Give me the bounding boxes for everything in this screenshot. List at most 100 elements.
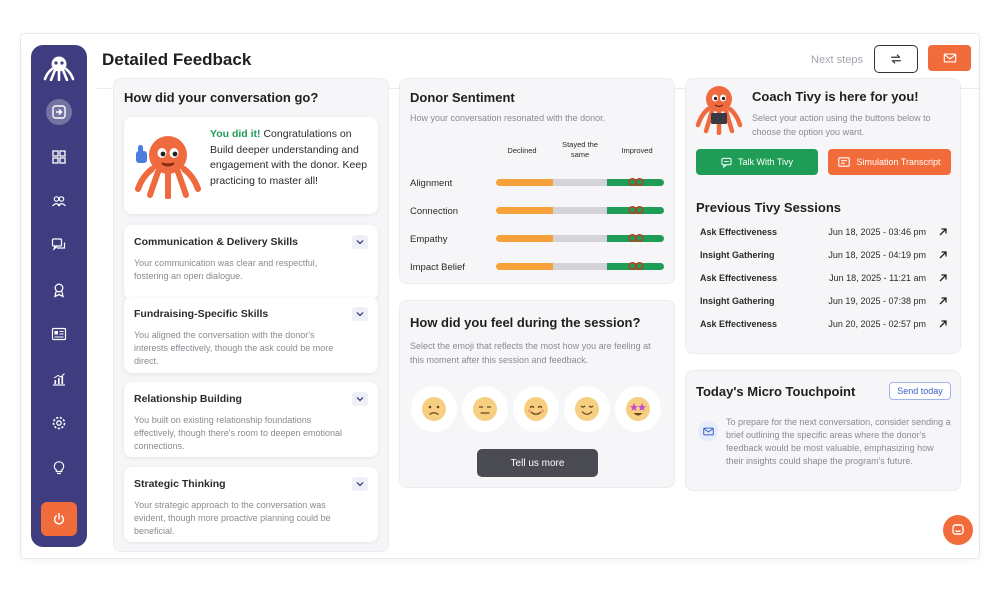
emoji-content[interactable]	[564, 386, 610, 432]
session-name: Ask Effectiveness	[700, 319, 778, 329]
exit-icon	[52, 105, 66, 119]
session-name: Insight Gathering	[700, 296, 775, 306]
session-date: Jun 20, 2025 - 02:57 pm	[828, 319, 926, 329]
mail-button[interactable]	[928, 45, 971, 71]
logout-button[interactable]	[41, 502, 77, 536]
arrow-up-right-icon[interactable]	[938, 273, 948, 283]
chart-icon	[53, 373, 65, 386]
arrow-up-right-icon[interactable]	[938, 319, 948, 329]
skill-title: Fundraising-Specific Skills	[134, 308, 269, 320]
congrats-highlight: You did it!	[210, 128, 261, 140]
session-date: Jun 18, 2025 - 04:19 pm	[828, 250, 926, 260]
sidebar-item-profile[interactable]	[46, 321, 72, 347]
conversation-title: How did your conversation go?	[124, 90, 319, 105]
sentiment-subtitle: How your conversation resonated with the…	[410, 113, 606, 123]
chevron-down-icon	[356, 397, 364, 402]
sentiment-label: Connection	[410, 206, 459, 217]
micro-title: Today's Micro Touchpoint	[696, 384, 856, 399]
skill-description: Your communication was clear and respect…	[134, 258, 318, 281]
next-steps-label[interactable]: Next steps	[811, 54, 863, 66]
sidebar-item-analytics[interactable]	[46, 366, 72, 392]
skill-description: You built on existing relationship found…	[134, 415, 343, 451]
skill-title: Relationship Building	[134, 393, 242, 405]
coach-panel: Coach Tivy is here for you! Select your …	[685, 78, 961, 354]
skill-card[interactable]: Fundraising-Specific Skills You aligned …	[124, 297, 378, 373]
column-declined: Declined	[507, 146, 537, 155]
emoji-star-eyes[interactable]	[615, 386, 661, 432]
support-chat-button[interactable]	[943, 515, 973, 545]
session-row[interactable]: Insight Gathering Jun 19, 2025 - 07:38 p…	[700, 296, 950, 310]
micro-touchpoint-panel: Today's Micro Touchpoint Send today To p…	[685, 370, 961, 491]
sidebar-item-awards[interactable]	[46, 277, 72, 303]
arrow-up-right-icon[interactable]	[938, 296, 948, 306]
transcript-icon	[838, 157, 851, 167]
session-row[interactable]: Ask Effectiveness Jun 18, 2025 - 11:21 a…	[700, 273, 950, 287]
skill-description: Your strategic approach to the conversat…	[134, 500, 331, 536]
octopus-mascot-icon	[135, 136, 201, 199]
app-window: Detailed Feedback Next steps How did you…	[21, 34, 979, 558]
sidebar-item-chat[interactable]	[46, 232, 72, 258]
sentiment-title: Donor Sentiment	[410, 90, 515, 105]
chevron-down-icon	[356, 240, 364, 245]
congrats-card: You did it! Congratulations on Build dee…	[124, 117, 378, 214]
expand-button[interactable]	[352, 235, 368, 249]
tell-us-more-button[interactable]: Tell us more	[477, 449, 598, 477]
emoji-sad[interactable]	[411, 386, 457, 432]
sidebar-item-tips[interactable]	[46, 455, 72, 481]
chat-icon	[51, 238, 66, 251]
chat-bubble-icon	[952, 524, 964, 535]
glasses-marker-icon	[628, 262, 644, 270]
coach-title: Coach Tivy is here for you!	[752, 89, 919, 104]
simulation-transcript-label: Simulation Transcript	[856, 157, 941, 167]
session-date: Jun 18, 2025 - 03:46 pm	[828, 227, 926, 237]
simulation-transcript-button[interactable]: Simulation Transcript	[828, 149, 951, 175]
feeling-panel: How did you feel during the session? Sel…	[399, 300, 675, 488]
expand-button[interactable]	[352, 392, 368, 406]
skill-card[interactable]: Strategic Thinking Your strategic approa…	[124, 467, 378, 542]
emoji-neutral[interactable]	[462, 386, 508, 432]
sidebar-item-exit[interactable]	[46, 99, 72, 125]
skill-title: Communication & Delivery Skills	[134, 236, 298, 248]
session-name: Insight Gathering	[700, 250, 775, 260]
sad-face-icon	[422, 397, 446, 421]
session-row[interactable]: Ask Effectiveness Jun 20, 2025 - 02:57 p…	[700, 319, 950, 333]
chevron-down-icon	[356, 482, 364, 487]
grid-icon	[52, 150, 66, 164]
glasses-marker-icon	[628, 178, 644, 186]
sidebar	[31, 45, 87, 547]
star-eyes-face-icon	[626, 397, 650, 421]
content-face-icon	[575, 397, 599, 421]
octopus-logo-icon	[43, 56, 75, 81]
talk-with-tivy-label: Talk With Tivy	[737, 157, 793, 167]
users-icon	[52, 196, 66, 207]
emoji-smiling[interactable]	[513, 386, 559, 432]
sidebar-item-users[interactable]	[46, 188, 72, 214]
arrow-up-right-icon[interactable]	[938, 227, 948, 237]
session-row[interactable]: Ask Effectiveness Jun 18, 2025 - 03:46 p…	[700, 227, 950, 241]
session-row[interactable]: Insight Gathering Jun 18, 2025 - 04:19 p…	[700, 250, 950, 264]
refresh-button[interactable]	[874, 45, 918, 73]
session-name: Ask Effectiveness	[700, 273, 778, 283]
chevron-down-icon	[356, 312, 364, 317]
talk-with-tivy-button[interactable]: Talk With Tivy	[696, 149, 818, 175]
congrats-message: You did it! Congratulations on Build dee…	[210, 127, 372, 189]
neutral-face-icon	[473, 397, 497, 421]
sessions-title: Previous Tivy Sessions	[696, 200, 841, 215]
octopus-coach-icon	[695, 86, 743, 135]
coach-subtitle: Select your action using the buttons bel…	[752, 113, 931, 137]
feeling-subtitle: Select the emoji that reflects the most …	[410, 341, 651, 365]
arrow-up-right-icon[interactable]	[938, 250, 948, 260]
skill-card[interactable]: Relationship Building You built on exist…	[124, 382, 378, 457]
sentiment-label: Empathy	[410, 234, 448, 245]
skill-card[interactable]: Communication & Delivery Skills Your com…	[124, 225, 378, 300]
power-icon	[53, 513, 65, 525]
sidebar-item-dashboard[interactable]	[46, 144, 72, 170]
conversation-panel: How did your conversation go? You did it…	[113, 78, 389, 552]
sidebar-item-settings[interactable]	[46, 410, 72, 436]
expand-button[interactable]	[352, 477, 368, 491]
send-today-button[interactable]: Send today	[889, 382, 951, 400]
sentiment-label: Impact Belief	[410, 262, 465, 273]
award-icon	[54, 283, 64, 298]
mail-icon	[702, 427, 714, 435]
expand-button[interactable]	[352, 307, 368, 321]
